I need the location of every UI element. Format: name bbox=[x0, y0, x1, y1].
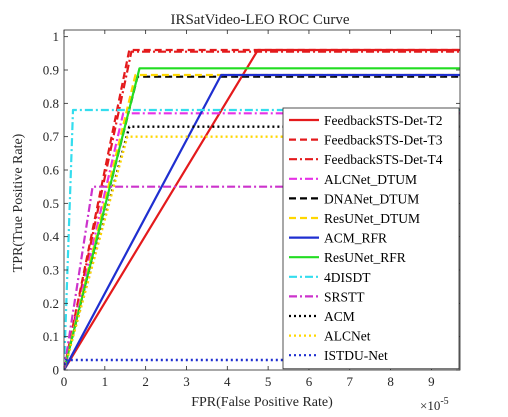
legend-label-alcnet-dtum: ALCNet_DTUM bbox=[324, 172, 417, 187]
x-axis-exponent: ×10-5 bbox=[420, 396, 449, 413]
legend-label-acm: ACM bbox=[324, 309, 355, 324]
legend-label-srstt: SRSTT bbox=[324, 289, 365, 304]
series-lines bbox=[64, 48, 460, 370]
x-tick-label: 3 bbox=[183, 374, 190, 389]
chart-title: IRSatVideo-LEO ROC Curve bbox=[170, 12, 349, 28]
legend-label-resunet-dtum: ResUNet_DTUM bbox=[324, 211, 420, 226]
y-tick-label: 0 bbox=[53, 363, 60, 378]
x-tick-label: 1 bbox=[102, 374, 109, 389]
x-tick-label: 8 bbox=[387, 374, 394, 389]
x-tick-label: 6 bbox=[306, 374, 313, 389]
series-line-istdu-net bbox=[64, 358, 460, 370]
y-tick-label: 0.7 bbox=[43, 129, 60, 144]
x-tick-label: 9 bbox=[428, 374, 435, 389]
series-line-resunet-rfr bbox=[64, 67, 460, 370]
y-tick-label: 0.2 bbox=[43, 296, 59, 311]
legend-label-alcnet: ALCNet bbox=[324, 329, 371, 344]
x-tick-label: 7 bbox=[347, 374, 354, 389]
legend-label-acm-rfr: ACM_RFR bbox=[324, 231, 387, 246]
y-tick-label: 0.3 bbox=[43, 263, 59, 278]
x-axis-label: FPR(False Positive Rate) bbox=[191, 395, 333, 410]
x-tick-label: 4 bbox=[224, 374, 231, 389]
legend-label-feedbacksts-det-t3: FeedbackSTS-Det-T3 bbox=[324, 133, 443, 148]
y-tick-label: 0.5 bbox=[43, 196, 59, 211]
legend-label-feedbacksts-det-t2: FeedbackSTS-Det-T2 bbox=[324, 113, 442, 128]
series-line-feedbacksts-det-t4 bbox=[64, 50, 460, 370]
y-tick-label: 0.4 bbox=[43, 229, 60, 244]
x-tick-label: 2 bbox=[142, 374, 149, 389]
y-tick-label: 0.6 bbox=[43, 163, 60, 178]
y-axis-label: TPR(True Positive Rate) bbox=[11, 133, 26, 272]
legend-label-feedbacksts-det-t4: FeedbackSTS-Det-T4 bbox=[324, 152, 443, 167]
x-exponent-power: -5 bbox=[440, 396, 448, 407]
plot-area bbox=[64, 48, 460, 370]
legend-label-resunet-rfr: ResUNet_RFR bbox=[324, 250, 406, 265]
series-line-acm-rfr bbox=[64, 73, 460, 370]
axes-box bbox=[63, 29, 461, 371]
series-line-acm bbox=[64, 125, 460, 370]
legend-label-4disdt: 4DISDT bbox=[324, 270, 371, 285]
y-tick-label: 0.1 bbox=[43, 329, 59, 344]
x-tick-label: 5 bbox=[265, 374, 272, 389]
legend-label-istdu-net: ISTDU-Net bbox=[324, 348, 388, 363]
x-exponent-base: ×10 bbox=[420, 398, 440, 413]
legend: FeedbackSTS-Det-T2 FeedbackSTS-Det-T3 Feed… bbox=[282, 107, 460, 370]
y-tick-label: 0.8 bbox=[43, 96, 59, 111]
y-tick-label: 0.9 bbox=[43, 63, 59, 78]
series-line-alcnet bbox=[64, 135, 460, 370]
x-tick-label: 0 bbox=[61, 374, 68, 389]
axes: 0 1 2 3 4 5 6 7 8 9 0 0.1 0.2 0.3 0.4 0.5 0.6 0.7 0.8 0.9 1 bbox=[43, 29, 461, 389]
y-tick-label: 1 bbox=[53, 29, 60, 44]
legend-label-dnanet-dtum: DNANet_DTUM bbox=[324, 191, 419, 206]
